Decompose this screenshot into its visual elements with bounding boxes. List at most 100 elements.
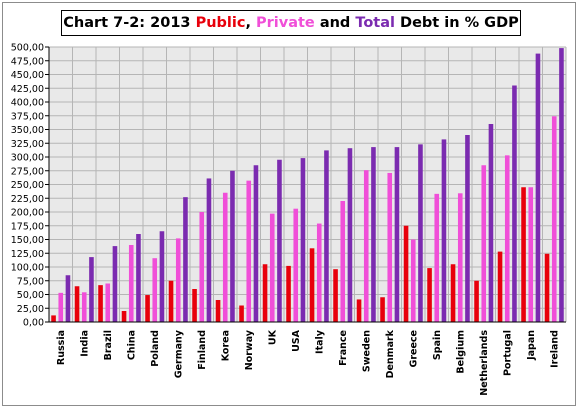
bar-total <box>65 275 71 322</box>
bar-total <box>300 158 306 322</box>
x-tick-label: UK <box>267 329 278 345</box>
bar-total <box>277 159 282 322</box>
bar-total <box>183 197 188 322</box>
y-tick-label: 250,00 <box>11 180 44 191</box>
x-tick-label: Sweden <box>361 330 372 372</box>
chart-title: Chart 7-2: 2013 Public, Private and Tota… <box>61 10 521 36</box>
bar-total <box>371 147 376 322</box>
title-private: Private <box>256 15 315 31</box>
y-tick-label: 275,00 <box>11 166 44 177</box>
bar-private <box>410 239 416 322</box>
bar-private <box>58 292 64 322</box>
bar-total <box>253 165 259 322</box>
x-tick-label: Korea <box>220 330 231 361</box>
x-tick-label: Brazil <box>103 330 114 360</box>
x-tick-label: Italy <box>314 329 325 354</box>
bar-private <box>316 223 322 322</box>
bar-public <box>521 187 526 322</box>
y-tick-label: 25,00 <box>17 304 44 315</box>
bar-private <box>269 213 275 322</box>
x-tick-label: Norway <box>244 329 255 370</box>
x-tick-label: Poland <box>150 330 161 367</box>
bar-public <box>427 268 432 322</box>
x-tick-label: Portugal <box>502 330 513 376</box>
y-tick-label: 50,00 <box>17 290 44 301</box>
bar-total <box>112 246 118 322</box>
title-suffix: Debt in % GDP <box>394 15 519 31</box>
y-tick-label: 150,00 <box>11 235 44 246</box>
y-tick-label: 475,00 <box>11 56 44 67</box>
bar-total <box>418 144 423 322</box>
bar-public <box>403 225 409 322</box>
bar-total <box>324 150 329 322</box>
x-tick-label: Germany <box>173 329 184 378</box>
bar-public <box>262 264 268 322</box>
bar-public <box>309 248 315 322</box>
y-tick-label: 75,00 <box>17 276 44 287</box>
bar-total <box>89 257 94 322</box>
bar-total <box>535 53 541 322</box>
bar-total <box>465 135 470 322</box>
bar-private <box>152 258 158 322</box>
y-tick-label: 100,00 <box>11 263 44 274</box>
bar-private <box>504 155 510 322</box>
x-tick-label: USA <box>291 329 302 352</box>
x-tick-label: Greece <box>408 330 419 367</box>
title-total: Total <box>355 15 395 31</box>
y-tick-label: 500,00 <box>11 43 44 54</box>
bar-total <box>488 124 494 322</box>
bar-total <box>394 147 400 322</box>
y-tick-label: 450,00 <box>11 70 44 81</box>
x-tick-label: Russia <box>56 330 67 365</box>
y-tick-label: 375,00 <box>11 111 44 122</box>
bar-public <box>544 253 550 322</box>
bar-public <box>215 300 221 322</box>
bar-private <box>293 208 299 322</box>
x-tick-label: Finland <box>197 330 208 370</box>
title-and: and <box>314 15 356 31</box>
bar-total <box>159 231 165 322</box>
bar-private <box>457 193 463 322</box>
bar-private <box>128 245 134 322</box>
bar-private <box>387 172 393 322</box>
x-tick-label: Denmark <box>385 329 396 378</box>
bar-total <box>441 139 447 322</box>
x-tick-label: Spain <box>432 330 443 360</box>
x-tick-label: Ireland <box>549 330 560 368</box>
title-prefix: Chart 7-2: 2013 <box>63 15 196 31</box>
bar-public <box>145 295 150 322</box>
bar-private <box>222 192 228 322</box>
y-tick-label: 425,00 <box>11 84 44 95</box>
bar-private <box>340 201 346 322</box>
bar-total <box>512 85 517 322</box>
bar-public <box>450 264 456 322</box>
bar-public <box>98 285 103 322</box>
bar-total <box>347 148 353 322</box>
bar-public <box>51 315 56 322</box>
bar-total <box>230 170 235 322</box>
y-tick-label: 175,00 <box>11 221 44 232</box>
y-tick-label: 0,00 <box>23 318 44 329</box>
bar-private <box>434 193 440 322</box>
bar-public <box>286 265 291 322</box>
bar-public <box>333 269 338 322</box>
bar-private <box>199 212 205 322</box>
bar-private <box>105 283 111 322</box>
x-tick-label: China <box>126 330 137 360</box>
bar-public <box>74 286 80 322</box>
y-tick-label: 225,00 <box>11 194 44 205</box>
bar-public <box>192 289 197 322</box>
y-tick-label: 400,00 <box>11 98 44 109</box>
bar-public <box>380 297 385 322</box>
bar-total <box>206 178 212 322</box>
bar-private <box>551 116 557 322</box>
bar-public <box>356 299 362 322</box>
title-public: Public <box>195 15 246 31</box>
bar-public <box>239 305 244 322</box>
bar-private <box>246 180 252 322</box>
y-tick-label: 300,00 <box>11 153 44 164</box>
bar-total <box>559 48 564 322</box>
bar-total <box>136 234 141 322</box>
bar-public <box>474 280 479 322</box>
